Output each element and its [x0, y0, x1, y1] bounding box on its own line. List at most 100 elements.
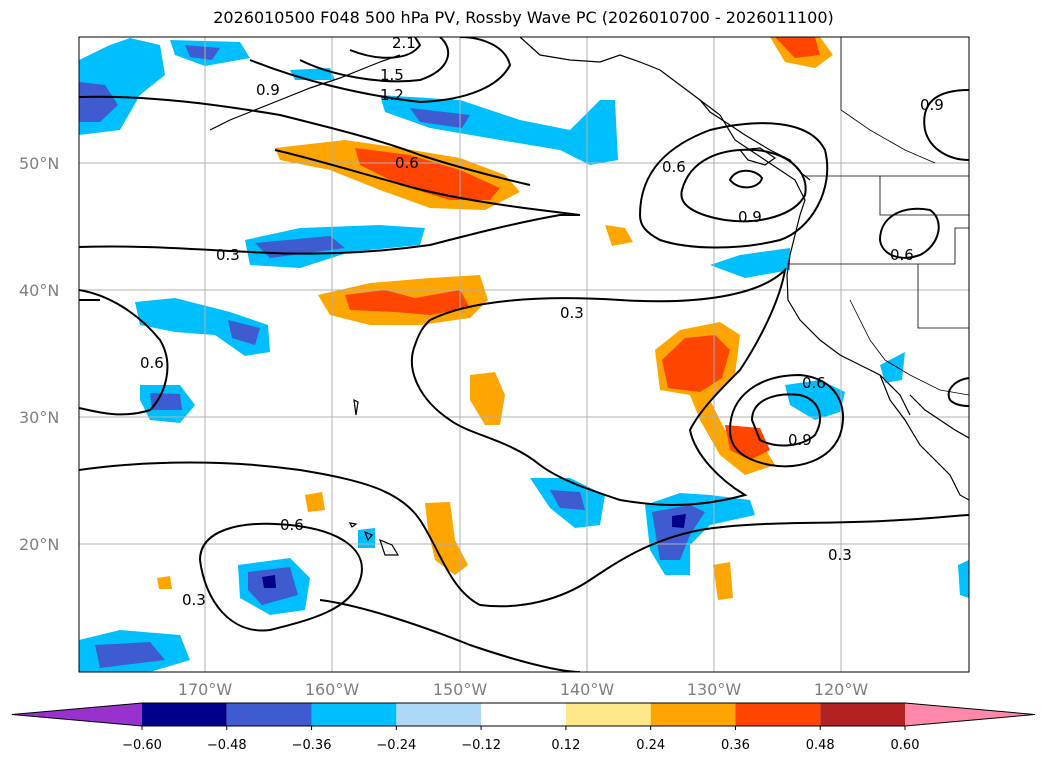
colorbar-segment — [565, 703, 651, 726]
neg-core-nw — [79, 82, 118, 122]
contour-label: 1.5 — [380, 66, 404, 84]
colorbar-tick-label: 0.60 — [891, 738, 920, 753]
gridlines — [79, 37, 969, 672]
contour-06-nevada — [878, 207, 940, 259]
colorbar-segment — [735, 703, 821, 726]
colorbar-tick-label: −0.12 — [461, 738, 501, 753]
lat-tick-label: 40°N — [19, 281, 59, 300]
neg-area-baja — [785, 380, 845, 420]
contour-09-bc-inner — [728, 169, 764, 189]
pos-core-39n — [345, 290, 470, 315]
map-frame — [78, 36, 970, 673]
contour-06-bc — [638, 122, 829, 249]
contour-label: 0.9 — [738, 208, 762, 226]
neg-core-gulf — [410, 108, 470, 128]
pv-shading — [79, 37, 969, 672]
contour-03-north — [79, 149, 581, 255]
neg-area-east — [958, 560, 969, 598]
contour-03-south — [79, 461, 969, 608]
contour-label: 0.6 — [802, 374, 826, 392]
pos-area-21n — [425, 502, 468, 575]
island-small — [353, 398, 359, 416]
border-states-3 — [917, 264, 969, 329]
lon-tick-label: 120°W — [814, 680, 869, 699]
contour-03-east — [947, 377, 969, 407]
neg-area-socal — [880, 352, 905, 383]
lon-tick-label: 170°W — [178, 680, 233, 699]
lat-axis: 50°N 40°N 30°N 20°N — [19, 154, 59, 554]
contour-09-north — [79, 95, 531, 186]
contour-label: 0.6 — [280, 516, 304, 534]
contour-09-cal — [728, 373, 845, 468]
colorbar-segment — [481, 703, 566, 726]
colorbar-tick-label: −0.48 — [207, 738, 247, 753]
colorbar-tick-label: 0.12 — [551, 738, 580, 753]
contour-label: 0.3 — [182, 591, 206, 609]
colorbar-tick-label: 0.24 — [636, 738, 665, 753]
contour-15 — [299, 37, 450, 83]
colorbar-segment — [396, 703, 482, 726]
lon-tick-label: 130°W — [687, 680, 742, 699]
pos-small-23n — [305, 492, 325, 512]
contour-label: 0.6 — [890, 246, 914, 264]
colorbar: −0.60 −0.48 −0.36 −0.24 −0.12 0.12 0.24 0.36 0.4… — [11, 702, 1036, 753]
neg-core-31n — [150, 393, 182, 410]
lon-tick-label: 140°W — [560, 680, 615, 699]
pos-core-ne — [775, 37, 820, 58]
borders — [787, 37, 969, 396]
contour-label: 0.6 — [140, 354, 164, 372]
contour-label: 0.6 — [662, 158, 686, 176]
contour-label: 0.3 — [216, 246, 240, 264]
colorbar-extend-low — [12, 703, 142, 726]
lon-tick-label: 150°W — [433, 680, 488, 699]
colorbar-segment — [311, 703, 397, 726]
border-states-2 — [787, 227, 969, 265]
contour-labels: 2.1 1.5 1.2 0.9 0.6 0.3 0.6 0.9 0.6 0.3 … — [140, 34, 944, 609]
colorbar-extend-high — [905, 703, 1035, 726]
neg-small-2 — [290, 68, 335, 80]
coast-baja — [879, 374, 969, 501]
contour-03-main — [79, 289, 169, 416]
neg-core-sw — [95, 642, 165, 668]
contour-21 — [349, 37, 422, 59]
colorbar-tick-label: −0.36 — [292, 738, 332, 753]
pos-small-16n — [157, 576, 172, 589]
neg-core-21n — [652, 505, 705, 560]
contour-09-bc — [680, 148, 807, 223]
contour-label: 0.3 — [828, 546, 852, 564]
lat-tick-label: 50°N — [19, 154, 59, 173]
contour-12 — [249, 37, 512, 104]
contour-label: 0.3 — [560, 304, 584, 322]
lon-axis: 170°W 160°W 150°W 140°W 130°W 120°W — [178, 680, 869, 699]
coast-aleutians — [209, 54, 401, 131]
colorbar-segment — [226, 703, 312, 726]
contour-03-mid — [410, 267, 787, 506]
neg-min-17n — [262, 575, 276, 588]
border-states-1 — [879, 176, 969, 216]
coast-west-us — [786, 214, 911, 416]
pos-small-17n — [713, 562, 733, 600]
contour-label: 1.2 — [380, 86, 404, 104]
coastlines — [209, 37, 969, 556]
border-states-4 — [849, 299, 886, 361]
neg-min-21n — [672, 514, 686, 528]
border-canada-ak — [840, 37, 936, 164]
contour-09-cal-inner — [750, 393, 821, 447]
contour-label: 0.6 — [395, 154, 419, 172]
neg-core-23n — [550, 490, 585, 510]
colorbar-segment — [142, 703, 227, 726]
map-title: 2026010500 F048 500 hPa PV, Rossby Wave … — [213, 8, 834, 27]
coast-mexico — [909, 394, 969, 439]
contour-label: 2.1 — [392, 34, 416, 52]
colorbar-tick-label: −0.60 — [122, 738, 162, 753]
neg-small-1 — [358, 528, 375, 548]
coast-bc — [699, 99, 806, 216]
colorbar-tick-label: 0.36 — [721, 738, 750, 753]
neg-core-38n — [228, 320, 260, 345]
pos-core-35n — [662, 335, 730, 392]
neg-area-cal — [710, 248, 790, 278]
contour-03-sw — [199, 522, 363, 632]
pos-core-29n — [725, 425, 770, 460]
contour-label: 0.9 — [920, 96, 944, 114]
